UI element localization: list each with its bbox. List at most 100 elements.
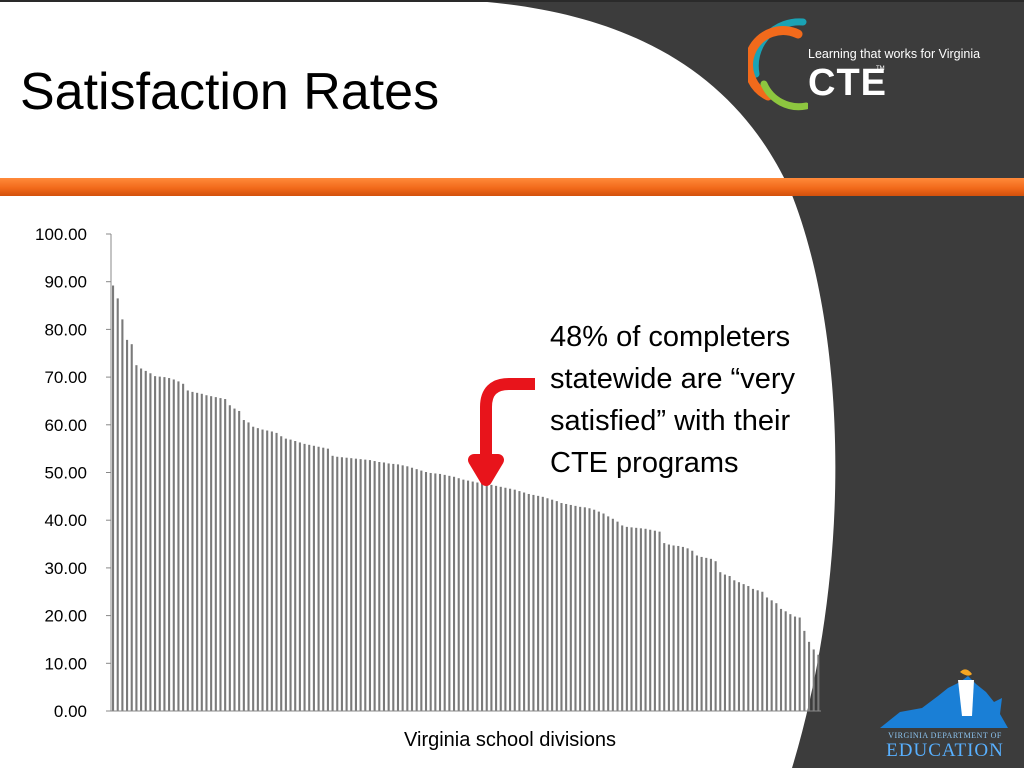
y-tick-label: 40.00	[44, 511, 87, 530]
bar	[714, 561, 717, 711]
logo-tagline: Learning that works for Virginia	[808, 47, 981, 61]
bar	[700, 556, 703, 711]
virginia-map-torch-icon	[880, 669, 1008, 728]
bar	[354, 458, 357, 711]
bar	[630, 527, 633, 711]
bar	[812, 649, 815, 711]
bar	[705, 557, 708, 711]
bar	[345, 457, 348, 711]
bar	[443, 474, 446, 711]
bar	[401, 465, 404, 711]
bar	[597, 511, 600, 711]
bar	[242, 420, 245, 711]
bar	[621, 525, 624, 711]
bar	[429, 472, 432, 711]
y-tick-label: 90.00	[44, 273, 87, 292]
bar	[793, 616, 797, 711]
bar	[765, 597, 769, 711]
bar	[546, 498, 549, 711]
bar	[644, 528, 647, 711]
bar	[448, 475, 451, 711]
bar	[593, 509, 596, 711]
bar	[457, 478, 460, 711]
bar	[382, 462, 386, 711]
bar	[775, 603, 778, 711]
bar	[177, 381, 180, 711]
bar	[266, 430, 269, 711]
bar	[681, 546, 684, 711]
bar	[396, 464, 400, 711]
bar	[649, 529, 652, 711]
bar-series	[112, 285, 820, 711]
bar	[368, 460, 372, 711]
red-arrow-head	[471, 458, 501, 482]
bar	[751, 588, 755, 711]
bar	[476, 482, 479, 711]
bar	[527, 493, 530, 711]
x-axis-label: Virginia school divisions	[404, 729, 616, 751]
bar	[509, 488, 512, 711]
bar	[214, 397, 217, 711]
bar	[579, 506, 582, 711]
bar	[467, 480, 470, 711]
bar	[653, 530, 656, 711]
bar	[817, 654, 820, 711]
bar	[667, 544, 670, 711]
bar	[336, 456, 339, 711]
bar	[574, 505, 577, 711]
bar	[135, 365, 138, 711]
bar	[275, 432, 278, 711]
bar	[677, 545, 680, 711]
vdoe-name-line2: EDUCATION	[886, 740, 1004, 761]
bar	[438, 473, 442, 711]
bar	[532, 494, 535, 711]
bar	[686, 548, 689, 711]
bar	[803, 630, 806, 711]
logo-trademark: TM	[876, 66, 885, 72]
bar	[392, 463, 395, 711]
y-tick-label: 100.00	[35, 225, 87, 244]
bar	[551, 499, 554, 711]
bar	[733, 580, 736, 711]
bar	[196, 392, 199, 711]
bar	[172, 379, 175, 711]
bar	[807, 641, 811, 711]
bar	[322, 447, 325, 711]
bar	[616, 521, 619, 711]
bar	[228, 405, 231, 711]
bar	[149, 373, 152, 711]
bar	[471, 481, 474, 711]
bar	[481, 483, 484, 711]
bar	[462, 479, 465, 711]
bar	[308, 444, 311, 711]
bar	[331, 455, 334, 711]
bar	[625, 526, 628, 711]
bar	[452, 476, 456, 711]
bar	[602, 513, 605, 711]
bar	[126, 339, 129, 711]
bar	[499, 486, 502, 711]
bar	[252, 426, 255, 711]
bar	[770, 600, 773, 711]
annotation-line: 48% of completers	[550, 321, 791, 353]
bar	[247, 422, 250, 711]
bar	[144, 370, 147, 711]
bar	[364, 459, 367, 711]
vdoe-logo: VIRGINIA DEPARTMENT OF EDUCATION	[876, 668, 1016, 764]
bar	[523, 492, 526, 711]
bar	[761, 591, 764, 711]
bar	[154, 376, 157, 711]
satisfaction-bar-chart: 0.00 10.00 20.00 30.00 40.00 50.00 60.00 70.00 8…	[35, 225, 821, 751]
bar	[359, 459, 362, 711]
vdoe-name-line1: VIRGINIA DEPARTMENT OF	[888, 731, 1002, 740]
bar	[635, 527, 638, 711]
bar	[513, 489, 516, 711]
bar	[779, 608, 783, 711]
bar	[611, 518, 614, 711]
bar	[565, 503, 568, 711]
bar	[112, 285, 115, 711]
bar	[340, 457, 343, 711]
annotation-line: statewide are “very	[550, 363, 795, 395]
bar	[537, 495, 540, 711]
y-axis-ticks: 0.00 10.00 20.00 30.00 40.00 50.00 60.00 70.00 8…	[35, 225, 111, 721]
